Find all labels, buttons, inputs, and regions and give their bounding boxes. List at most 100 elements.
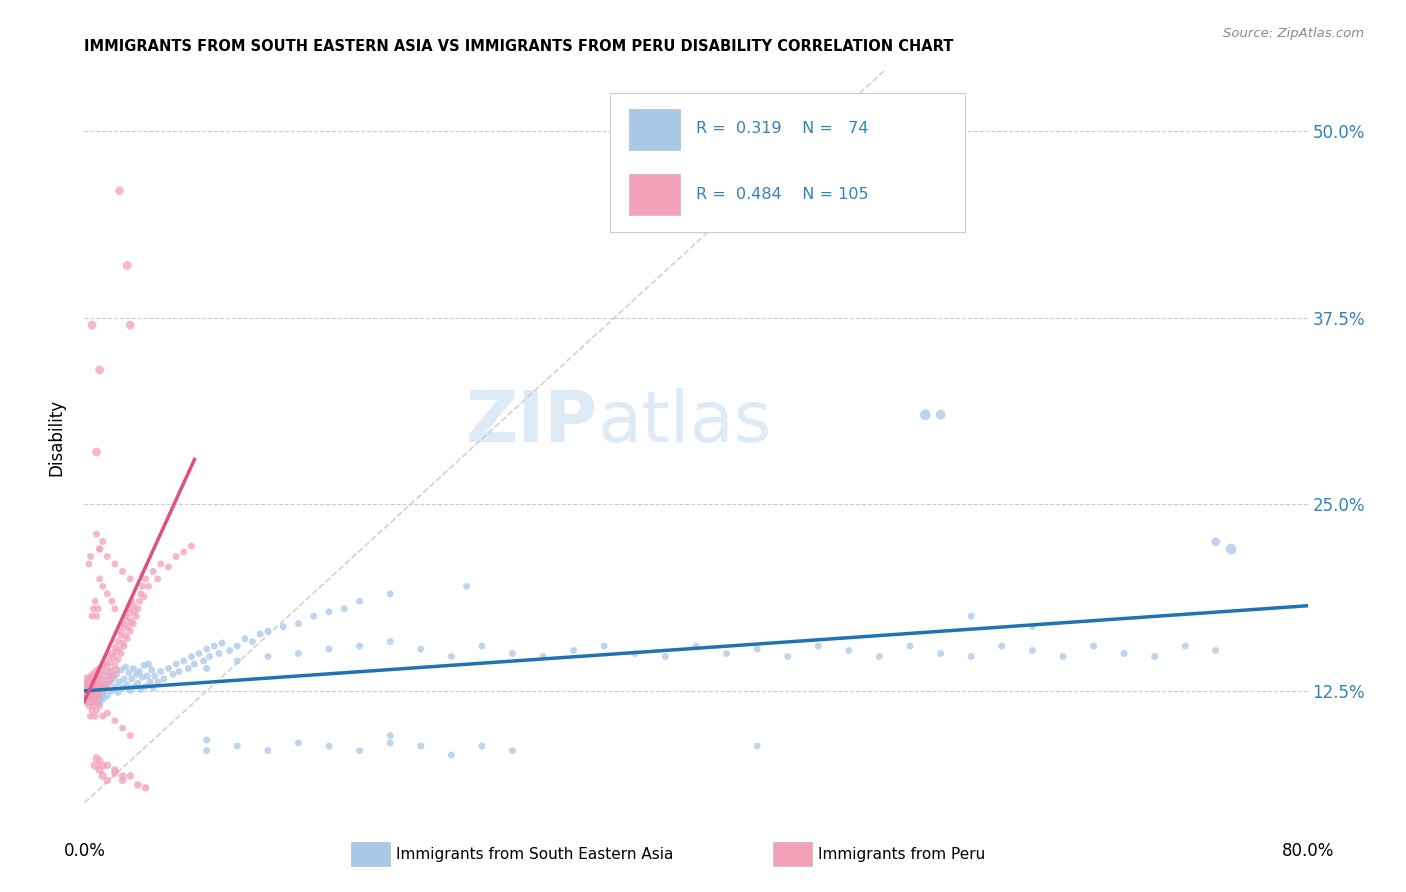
Point <box>93 681 115 695</box>
Point <box>747 642 769 657</box>
Point <box>96 660 118 674</box>
Point <box>83 683 105 698</box>
Point <box>114 609 136 624</box>
Point <box>97 676 120 690</box>
Point <box>333 601 356 615</box>
Point <box>380 634 402 648</box>
Point <box>593 639 616 653</box>
Point <box>77 679 100 693</box>
Point <box>107 685 129 699</box>
Point <box>93 665 115 679</box>
Point <box>132 590 155 604</box>
Point <box>142 565 165 579</box>
Point <box>302 609 325 624</box>
Point <box>108 674 131 689</box>
Point <box>80 676 103 690</box>
Point <box>898 639 921 653</box>
Text: Immigrants from South Eastern Asia: Immigrants from South Eastern Asia <box>396 847 673 862</box>
Point <box>807 639 830 653</box>
Text: R =  0.319    N =   74: R = 0.319 N = 74 <box>696 121 869 136</box>
Point <box>104 557 127 571</box>
Point <box>257 649 280 664</box>
Point <box>107 634 129 648</box>
Point <box>380 587 402 601</box>
Point <box>79 683 101 698</box>
Point <box>84 691 107 706</box>
Point <box>226 654 249 668</box>
Point <box>97 649 120 664</box>
Point <box>110 629 132 643</box>
Point <box>318 739 340 753</box>
Point <box>162 667 184 681</box>
Point <box>157 661 180 675</box>
Point <box>440 747 463 762</box>
Point <box>83 601 105 615</box>
Point <box>98 673 121 688</box>
Point <box>108 624 131 639</box>
Point <box>349 639 371 653</box>
Point <box>1143 649 1166 664</box>
Point <box>146 674 169 689</box>
Point <box>121 614 143 628</box>
Point <box>83 698 105 713</box>
Point <box>127 676 149 690</box>
Point <box>177 661 200 675</box>
Point <box>111 565 134 579</box>
Point <box>226 739 249 753</box>
Point <box>90 683 112 698</box>
Point <box>97 669 120 683</box>
Point <box>110 663 132 677</box>
Point <box>89 363 111 377</box>
Point <box>991 639 1014 653</box>
Point <box>108 184 131 198</box>
Point <box>318 642 340 657</box>
Point <box>135 572 157 586</box>
Point <box>96 549 118 564</box>
Point <box>111 773 134 788</box>
Point <box>1174 639 1197 653</box>
FancyBboxPatch shape <box>628 175 681 216</box>
Point <box>89 754 111 768</box>
Point <box>318 605 340 619</box>
Point <box>129 682 152 697</box>
Point <box>960 649 983 664</box>
Point <box>349 594 371 608</box>
Point <box>115 632 138 646</box>
Point <box>86 681 108 695</box>
Point <box>101 647 124 661</box>
Point <box>112 639 135 653</box>
Point <box>129 587 152 601</box>
Point <box>211 636 233 650</box>
Point <box>257 624 280 639</box>
Point <box>115 678 138 692</box>
Point <box>80 609 103 624</box>
Point <box>685 639 707 653</box>
Point <box>143 669 166 683</box>
Point <box>120 606 142 620</box>
Point <box>271 620 294 634</box>
Point <box>96 773 118 788</box>
FancyBboxPatch shape <box>610 94 965 232</box>
Point <box>114 660 136 674</box>
Point <box>98 665 121 679</box>
Point <box>471 639 494 653</box>
Point <box>91 534 114 549</box>
Point <box>198 649 221 664</box>
Point <box>101 594 124 608</box>
Point <box>188 647 211 661</box>
Point <box>120 769 142 783</box>
Point <box>165 549 187 564</box>
Point <box>1021 620 1043 634</box>
Point <box>96 689 118 703</box>
Point <box>157 560 180 574</box>
Point <box>838 643 860 657</box>
Text: Source: ZipAtlas.com: Source: ZipAtlas.com <box>1223 27 1364 40</box>
Point <box>409 739 432 753</box>
Point <box>1052 649 1074 664</box>
Point <box>124 605 146 619</box>
Point <box>96 758 118 772</box>
Point <box>80 318 103 332</box>
Point <box>1205 643 1227 657</box>
Point <box>84 709 107 723</box>
Point <box>84 758 107 772</box>
